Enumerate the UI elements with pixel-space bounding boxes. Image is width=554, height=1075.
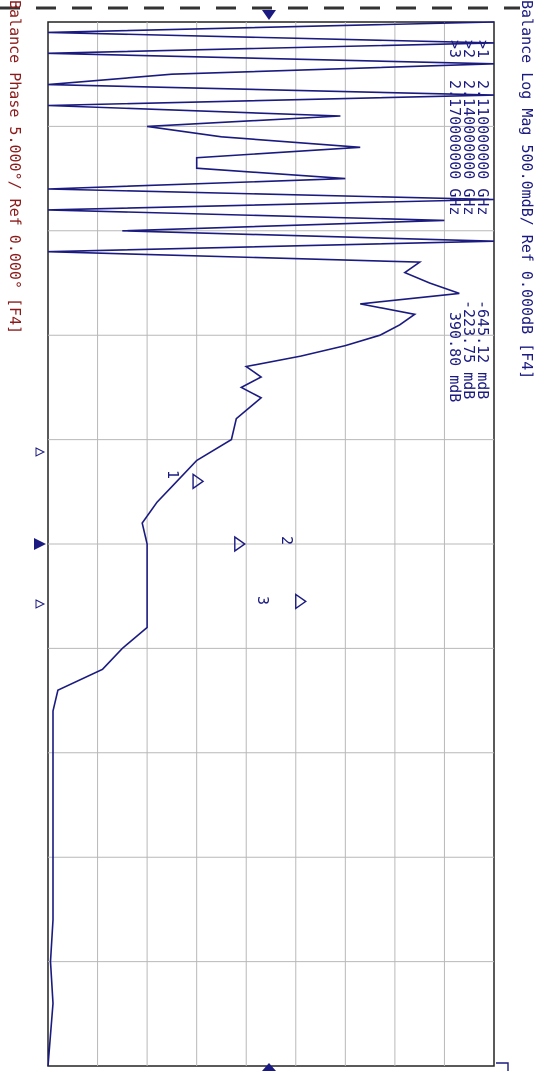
marker-1-value: -645.12 mdB (474, 300, 492, 399)
marker-3-number: 3 (254, 596, 272, 605)
marker-1-freq: 2.110000000 GHz (474, 80, 492, 215)
marker-3-label: >3 (446, 40, 464, 58)
marker-3-freq: 2.170000000 GHz (446, 80, 464, 215)
trace-log-mag (47, 21, 495, 1067)
ref-marker-open-icon (35, 447, 46, 457)
trace-markers (192, 473, 307, 610)
marker-2-value: -223.75 mdB (460, 300, 478, 399)
marker-3-triangle-icon[interactable] (295, 593, 307, 610)
marker-2-triangle-icon[interactable] (234, 535, 247, 553)
marker-1-number: 1 (164, 470, 182, 479)
marker-readout: >1 2.110000000 GHz -645.12 mdB >2 2.1400… (446, 40, 492, 402)
trace2-header: Balance Phase 5.000°/ Ref 0.000° [F4] (6, 0, 24, 334)
ref-marker-filled-icon (34, 538, 46, 550)
marker-3-value: 390.80 mdB (446, 312, 464, 402)
marker-2-freq: 2.140000000 GHz (460, 80, 478, 215)
marker-2-number: 2 (278, 536, 296, 545)
marker-1-label: >1 (474, 40, 492, 58)
marker-2-label: >2 (460, 40, 478, 58)
graticule (48, 22, 494, 1066)
scale-arrow-top-icon (262, 10, 276, 20)
marker-1-triangle-icon[interactable] (192, 473, 205, 490)
scale-arrow-bottom-icon (262, 1063, 276, 1071)
corner-bracket-icon (496, 1062, 509, 1071)
ref-marker-open-icon (35, 599, 46, 609)
trace1-header: Balance Log Mag 500.0mdB/ Ref 0.000dB [F… (518, 0, 536, 379)
